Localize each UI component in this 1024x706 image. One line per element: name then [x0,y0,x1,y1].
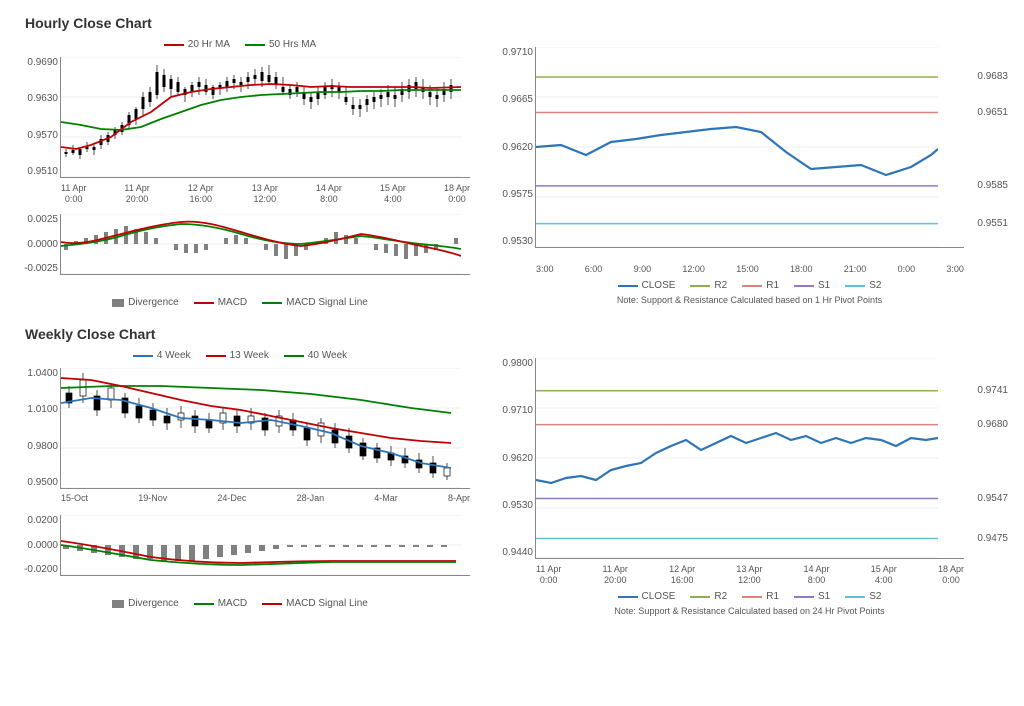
weekly-sr-note: Note: Support & Resistance Calculated ba… [485,606,1014,616]
weekly-title: Weekly Close Chart [25,326,1014,342]
hourly-sr-chart: 0.97100.96650.96200.95750.9530 3:006:009… [535,47,964,248]
hourly-sr-note: Note: Support & Resistance Calculated ba… [485,295,1014,305]
hourly-macd-legend: DivergenceMACDMACD Signal Line [10,297,470,308]
weekly-section: Weekly Close Chart 4 Week13 Week40 Week … [10,326,1014,616]
weekly-main-legend: 4 Week13 Week40 Week [10,350,470,361]
hourly-main-legend: 20 Hr MA50 Hrs MA [10,39,470,50]
hourly-section: Hourly Close Chart 20 Hr MA50 Hrs MA 0.9… [10,15,1014,311]
weekly-sr-legend: CLOSER2R1S1S2 [485,591,1014,602]
hourly-sr-legend: CLOSER2R1S1S2 [485,280,1014,291]
weekly-macd-chart: 0.02000.0000-0.0200 [60,515,470,576]
weekly-macd-legend: DivergenceMACDMACD Signal Line [10,598,470,609]
hourly-macd-chart: 0.00250.0000-0.0025 [60,214,470,275]
hourly-main-chart: 0.96900.96300.95700.9510 11 Apr0:0011 Ap… [60,57,470,178]
weekly-main-chart: 1.04001.01000.98000.9500 15-Oct19-Nov24-… [60,368,470,489]
weekly-sr-chart: 0.98000.97100.96200.95300.9440 11 Apr0:0… [535,358,964,559]
container: Hourly Close Chart 20 Hr MA50 Hrs MA 0.9… [0,0,1024,706]
hourly-title: Hourly Close Chart [25,15,1014,31]
